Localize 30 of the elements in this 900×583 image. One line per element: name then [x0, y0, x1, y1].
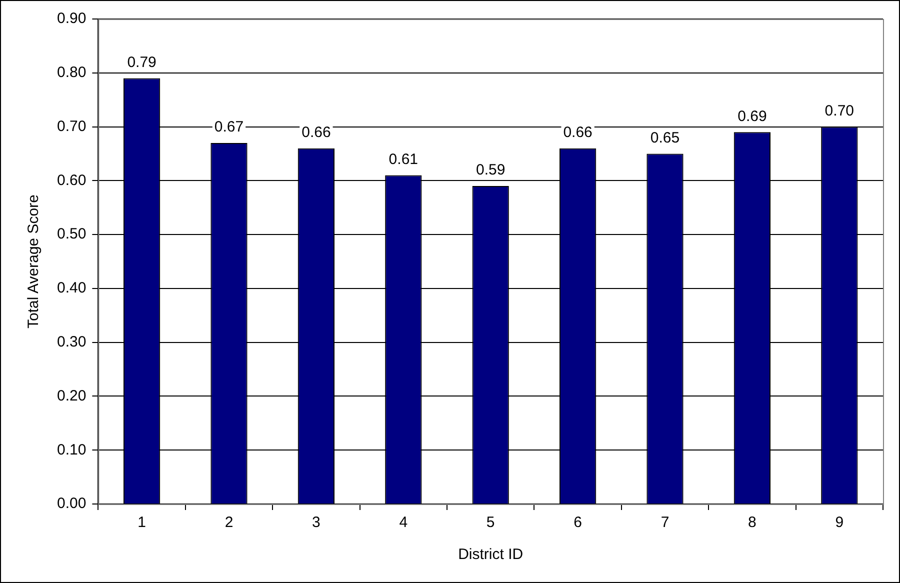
x-tick-label: 7 — [660, 514, 670, 532]
x-tick-label: 4 — [399, 514, 408, 532]
y-tick-label: 0.70 — [56, 118, 86, 135]
y-tick-label: 0.30 — [56, 333, 86, 350]
y-tick-label: 0.60 — [56, 172, 86, 189]
y-tick-label: 0.00 — [56, 495, 86, 512]
data-label: 0.66 — [563, 124, 592, 141]
x-tick-label: 6 — [574, 514, 582, 532]
x-tick-label: 9 — [835, 514, 844, 532]
x-tick-label: 1 — [138, 514, 146, 532]
data-label: 0.66 — [302, 124, 331, 141]
y-tick-label: 0.90 — [56, 10, 86, 28]
y-tick-label: 0.20 — [56, 387, 86, 404]
y-tick-label: 0.40 — [56, 280, 86, 297]
data-label: 0.70 — [824, 102, 854, 120]
x-tick-label: 3 — [312, 514, 320, 532]
x-tick-label: 8 — [748, 514, 756, 532]
data-label: 0.61 — [388, 150, 418, 168]
data-label: 0.59 — [476, 162, 506, 179]
y-axis-title: Total Average Score — [25, 194, 42, 328]
y-tick-label: 0.10 — [56, 441, 86, 458]
x-tick-label: 2 — [224, 514, 234, 532]
data-label: 0.69 — [738, 108, 767, 125]
data-label: 0.79 — [127, 54, 156, 71]
data-label: 0.67 — [214, 118, 244, 136]
y-tick-label: 0.50 — [56, 226, 86, 243]
x-tick-label: 5 — [486, 514, 495, 532]
x-axis-title: District ID — [458, 546, 524, 564]
data-label: 0.65 — [650, 129, 680, 146]
y-tick-label: 0.80 — [56, 64, 86, 82]
